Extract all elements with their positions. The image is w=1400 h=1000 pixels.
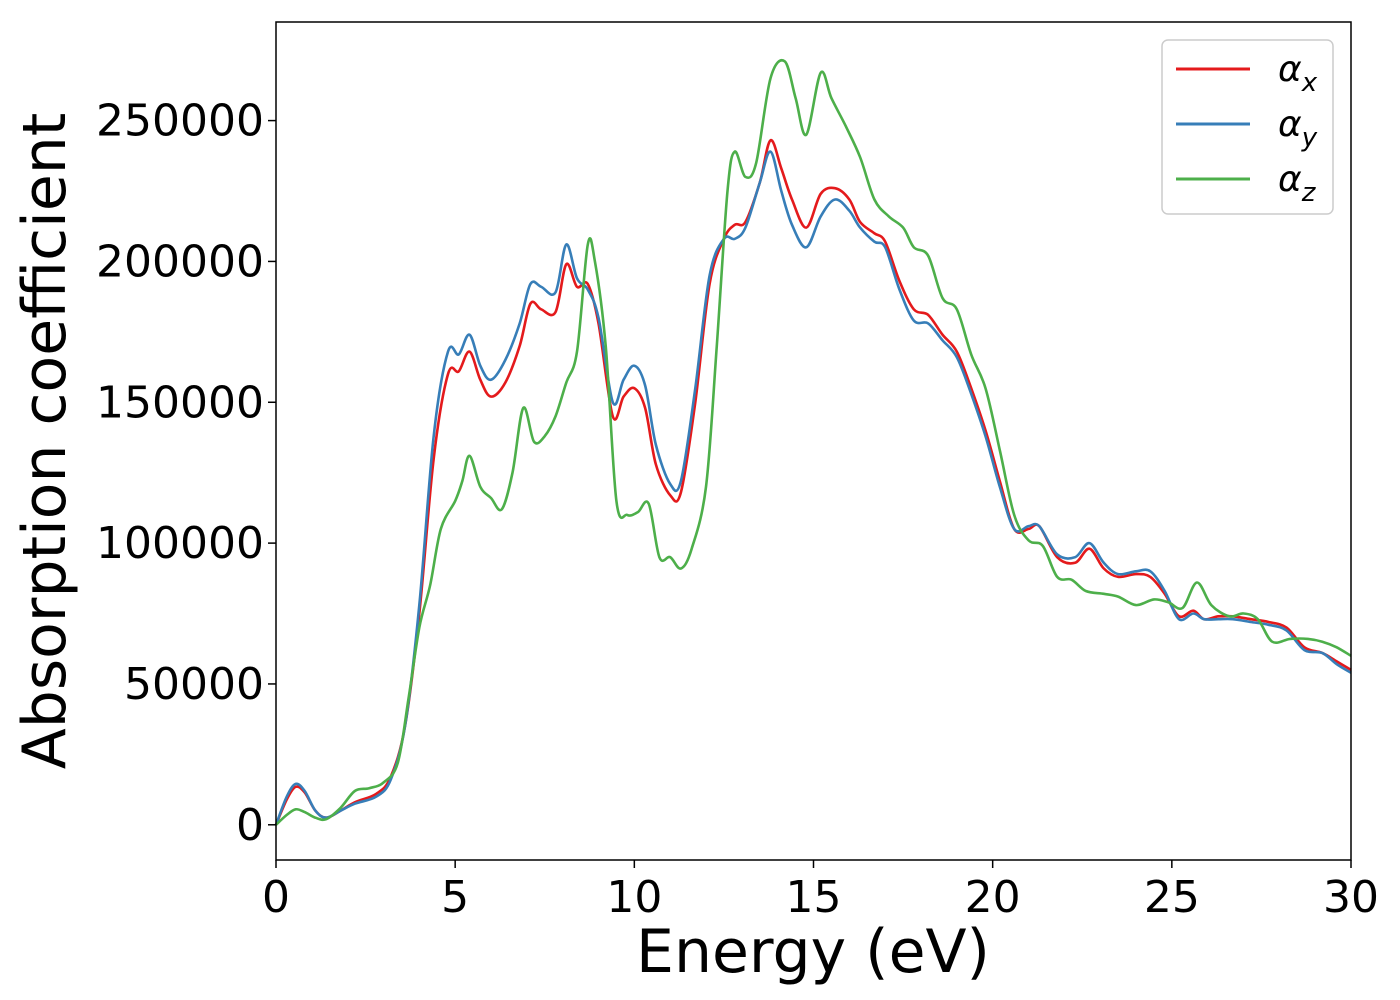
series-layer <box>274 58 1352 826</box>
y-tick-label: 100000 <box>96 518 264 569</box>
x-tick-label: 25 <box>1144 872 1200 923</box>
y-axis-ticks: 0 50000 100000 150000 200000 250000 <box>96 96 276 851</box>
series-line-z <box>275 58 1352 826</box>
y-tick-label: 150000 <box>96 377 264 428</box>
legend-box <box>1161 39 1334 215</box>
legend-label-z: αz <box>1278 159 1317 208</box>
x-tick-label: 15 <box>786 872 842 923</box>
legend: αx αy αz <box>1161 39 1334 215</box>
y-tick-label: 0 <box>236 800 264 851</box>
x-tick-label: 20 <box>965 872 1021 923</box>
x-tick-label: 0 <box>262 872 290 923</box>
x-tick-label: 30 <box>1323 872 1379 923</box>
legend-label-x: αx <box>1278 49 1318 98</box>
x-tick-label: 5 <box>441 872 469 923</box>
x-tick-label: 10 <box>606 872 662 923</box>
legend-label-y: αy <box>1278 104 1318 153</box>
y-tick-label: 200000 <box>96 236 264 287</box>
y-tick-label: 50000 <box>124 659 264 710</box>
x-axis-ticks: 0 5 10 15 20 25 30 <box>262 860 1379 923</box>
y-axis-label: Absorption coefficient <box>10 113 80 770</box>
x-axis-label: Energy (eV) <box>636 917 990 987</box>
series-line-y <box>274 150 1352 826</box>
y-tick-label: 250000 <box>96 96 264 147</box>
